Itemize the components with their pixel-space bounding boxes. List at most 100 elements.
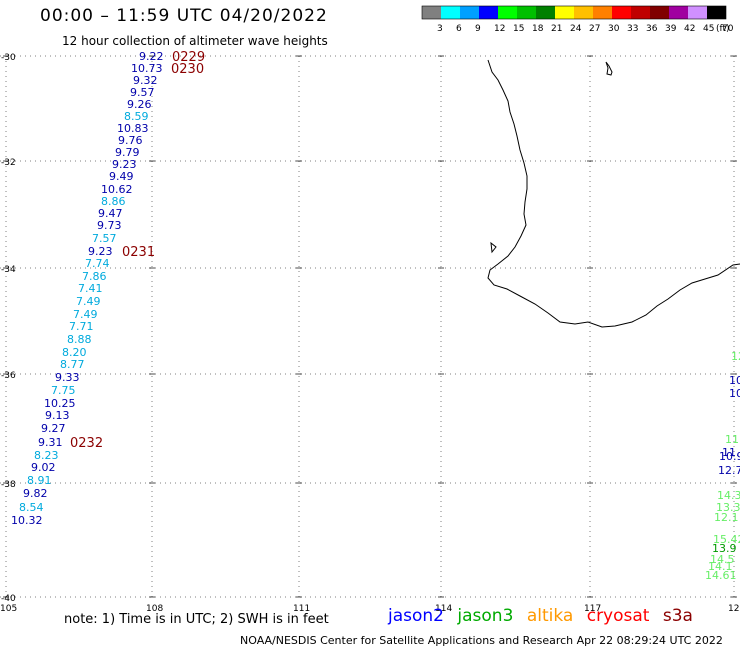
wave-height-label: 13.9 [712,542,737,555]
color-scale-value: 30 [608,24,620,34]
wave-height-label: 9.22 [139,50,164,63]
wave-height-label: 7.75 [51,384,76,397]
wave-height-label: 10 [729,387,740,400]
wave-height-label: 15.42 [713,533,740,546]
color-swatch [593,6,612,19]
color-scale-value: 9 [475,24,481,34]
wave-height-label: 12. [731,350,740,363]
wave-height-label: 9.31 [38,436,63,449]
color-scale-value: 27 [589,24,600,34]
wave-height-label: 11. [725,433,740,446]
sat-jason2-label: jason2 [388,606,444,626]
color-scale-unit: (ft) [716,24,730,34]
lon-label: 117 [584,604,601,614]
pass-time-label: 0230 [171,62,204,77]
color-scale-value: 21 [551,24,562,34]
wave-height-label: 9.57 [130,86,155,99]
longitude-labels: 105 108 111 114 117 120 [0,604,740,614]
color-scale-value: 6 [456,24,462,34]
wave-height-label: 7.86 [82,270,107,283]
color-swatch [688,6,707,19]
lat-label: -32 [1,158,16,168]
color-swatch [650,6,669,19]
wave-height-label: 8.54 [19,501,44,514]
color-scale-value: 70 [722,24,734,34]
color-scale-legend: 3 6 9 12 15 18 21 24 27 30 33 36 39 42 45 70(ft) [421,5,734,34]
color-swatch [555,6,574,19]
wave-height-label: 13.3 [716,501,740,514]
wave-height-label: 9.23 [88,245,113,258]
color-swatch [422,6,441,19]
wave-height-label: 8.91 [27,474,52,487]
wave-height-label: 9.13 [45,409,70,422]
wave-height-label: 10.9 [719,450,740,463]
wave-height-label: 8.77 [60,358,85,371]
color-swatch [612,6,631,19]
map-subtitle: 12 hour collection of altimeter wave hei… [62,34,328,48]
wave-height-label: 8.23 [34,449,59,462]
lat-label: -36 [1,371,16,381]
wave-height-label: 11. [722,446,740,459]
lat-lon-grid [0,55,740,600]
color-swatch [460,6,479,19]
altimeter-track-east: 12.101011.11.10.912.714.313.312.115.4213… [705,350,740,582]
color-swatch [707,6,726,19]
wave-height-label: 10.62 [101,183,133,196]
wave-height-label: 12.1 [714,511,739,524]
wave-height-label: 14.1 [708,560,733,573]
wave-height-label: 14.5 [710,553,735,566]
lon-label: 108 [146,604,163,614]
wave-height-label: 9.49 [109,170,134,183]
lon-label: 114 [435,604,452,614]
pass-time-label: 0229 [172,50,205,65]
australia-coastline [487,59,740,328]
latitude-labels: -30 -32 -34 -36 -38 -40 [1,53,16,604]
lon-label: 105 [0,604,17,614]
color-scale-value: 33 [627,24,638,34]
color-scale-value: 18 [532,24,544,34]
color-scale-value: 15 [513,24,524,34]
footer-note: note: 1) Time is in UTC; 2) SWH is in fe… [64,612,329,627]
pass-time-label: 0231 [122,245,155,260]
color-scale-value: 24 [570,24,582,34]
wave-height-label: 9.26 [127,98,152,111]
sat-s3a-label: s3a [662,606,693,626]
lat-label: -30 [1,53,16,63]
wave-height-label: 7.71 [69,320,94,333]
wave-height-label: 9.33 [55,371,80,384]
color-swatch [631,6,650,19]
wave-height-label: 9.73 [97,219,122,232]
wave-height-label: 10 [729,374,740,387]
lon-label: 111 [293,604,310,614]
sat-altika-label: altika [526,606,574,626]
wave-height-label: 7.49 [76,295,101,308]
wave-height-label: 14.3 [717,489,740,502]
color-swatch [517,6,536,19]
color-scale-value: 12 [494,24,505,34]
color-swatch [479,6,498,19]
wave-height-label: 9.82 [23,487,48,500]
color-scale-value: 3 [437,24,443,34]
sat-jason3-label: jason3 [457,606,514,626]
wave-height-label: 10.32 [11,514,43,527]
lon-label: 120 [728,604,740,614]
map-title: 00:00 – 11:59 UTC 04/20/2022 [40,6,328,26]
wave-height-label: 8.20 [62,346,87,359]
wave-height-label: 9.02 [31,461,56,474]
wave-height-label: 9.32 [133,74,158,87]
color-scale-value: 36 [646,24,658,34]
wave-height-label: 10.25 [44,397,76,410]
wave-height-label: 14.61 [705,569,737,582]
wave-height-label: 8.59 [124,110,149,123]
altimeter-track-west: 9.2210.739.329.579.268.5910.839.769.799.… [11,50,164,527]
wave-height-label: 10.83 [117,122,149,135]
lat-label: -34 [1,265,16,275]
wave-height-label: 9.27 [41,422,66,435]
wave-height-label: 10.73 [131,62,163,75]
color-swatch [536,6,555,19]
color-scale-value: 39 [665,24,677,34]
color-scale-value: 45 [703,24,714,34]
wave-height-label: 9.76 [118,134,143,147]
lat-label: -38 [1,480,16,490]
wave-height-label: 9.23 [112,158,137,171]
